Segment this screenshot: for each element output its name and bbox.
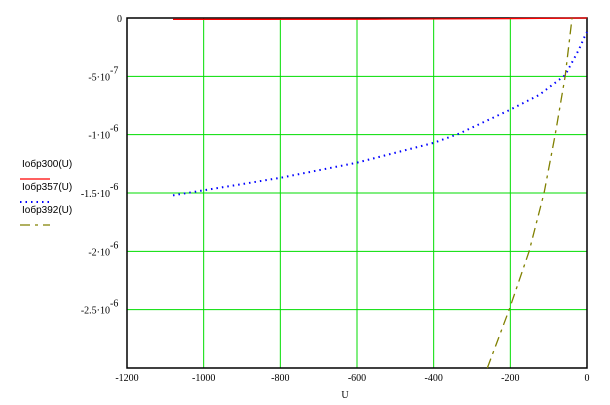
x-tick-label: -800 [271, 373, 289, 384]
y-tick-label: 0 [117, 14, 122, 25]
y-tick-label: -5·10 [88, 72, 110, 83]
x-tick-label: -1200 [115, 373, 138, 384]
y-tick-label: -1·10 [88, 131, 110, 142]
y-tick-exponent: -6 [110, 299, 118, 310]
y-tick-exponent: -6 [110, 124, 118, 135]
x-tick-label: 0 [585, 373, 590, 384]
y-tick-label: -2.5·10 [81, 306, 110, 317]
legend-label: Iобр357(U) [22, 181, 72, 193]
plot-frame [126, 17, 588, 369]
legend-label: Iобр300(U) [22, 158, 72, 170]
y-tick-label: -1.5·10 [81, 189, 110, 200]
x-tick-label: -400 [424, 373, 442, 384]
x-axis-label: U [341, 390, 349, 401]
y-tick-exponent: -6 [110, 240, 118, 251]
y-tick-exponent: -6 [110, 182, 118, 193]
series-line-2 [486, 17, 573, 369]
x-tick-label: -1000 [192, 373, 215, 384]
x-tick-label: -600 [348, 373, 366, 384]
legend-label: Iобр392(U) [22, 204, 72, 216]
series-line-1 [172, 31, 588, 197]
series-line-0 [172, 17, 588, 21]
x-tick-label: -200 [501, 373, 519, 384]
y-tick-label: -2·10 [88, 247, 110, 258]
y-tick-exponent: -7 [110, 65, 118, 76]
